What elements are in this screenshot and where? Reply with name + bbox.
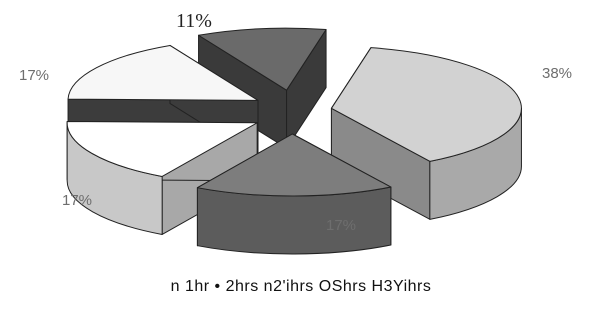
slice-3-top <box>66 121 258 177</box>
slice-2-outer-wall-0 <box>196 186 392 255</box>
slice-5-top <box>198 27 327 91</box>
slice-label-38: 38% <box>542 65 572 82</box>
pie-slices <box>66 27 522 255</box>
slice-label-17-bottom: 17% <box>326 217 356 234</box>
slice-1-top <box>330 47 522 162</box>
pie-chart: 38% 17% 17% 17% 11% <box>19 10 572 255</box>
slice-label-17-left-upper: 17% <box>19 67 49 84</box>
slice-label-17-left-lower: 17% <box>62 192 92 209</box>
slice-2-top <box>196 133 392 197</box>
slice-4-top <box>67 44 259 101</box>
legend: n 1hr • 2hrs n2'ihrs OShrs H3Yihrs <box>0 278 602 296</box>
slice-label-11: 11% <box>176 10 212 32</box>
legend-text: n 1hr • 2hrs n2'ihrs OShrs H3Yihrs <box>170 278 432 295</box>
